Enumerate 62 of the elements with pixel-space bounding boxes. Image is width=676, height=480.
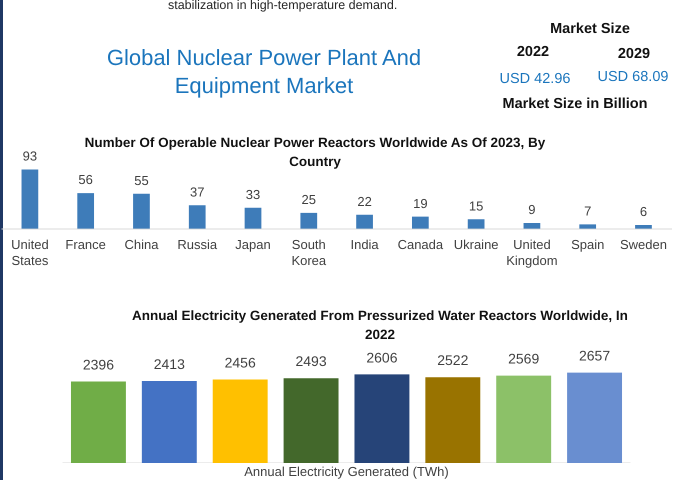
data-label: 19: [413, 196, 428, 211]
data-label: 93: [22, 148, 38, 164]
bar: [496, 376, 552, 463]
data-label: 2493: [295, 353, 327, 370]
text: Market Size in Billion: [502, 96, 648, 114]
x-tick-label: China: [124, 237, 160, 252]
bar: [356, 214, 373, 229]
x-tick-label: South Korea: [291, 237, 327, 268]
data-label: 6: [640, 204, 648, 220]
data-label: 7: [584, 203, 592, 218]
data-label: 2606: [366, 349, 398, 366]
data-label: 2569: [508, 350, 540, 367]
x-tick-label: United States: [11, 237, 49, 268]
bar: [142, 380, 197, 463]
x-tick-label: France: [65, 237, 106, 252]
data-label: 33: [246, 186, 260, 202]
chart-title: Number Of Operable Nuclear Power Reactors Worldwide As Of 2023, By Country: [84, 134, 546, 171]
text: stabilization in high-temperature demand.: [168, 0, 398, 14]
data-label: 15: [468, 198, 484, 214]
data-label: 2413: [154, 356, 186, 372]
data-label: 25: [302, 192, 316, 207]
data-label: 9: [528, 202, 536, 218]
x-tick-label: India: [350, 237, 380, 252]
data-label: 22: [357, 194, 372, 209]
x-tick-label: Ukraine: [454, 237, 499, 252]
bar: [412, 216, 429, 229]
bar: [244, 208, 262, 229]
text: 2022: [516, 44, 550, 62]
x-tick-label: Sweden: [620, 237, 667, 252]
bar: [133, 194, 150, 229]
text: Market Size: [550, 21, 630, 38]
data-label: 55: [134, 172, 149, 188]
x-tick-label: United Kingdom: [506, 237, 558, 268]
bar: [212, 379, 268, 463]
bar: [22, 169, 38, 229]
data-label: 2657: [578, 348, 610, 364]
x-tick-label: Russia: [177, 237, 218, 252]
x-tick-label: Canada: [398, 237, 444, 252]
data-label: 37: [190, 184, 204, 200]
bar: [188, 205, 206, 229]
bar: [284, 378, 339, 463]
x-tick-label: Spain: [571, 237, 604, 252]
data-label: 2522: [437, 352, 469, 368]
x-axis-title: Annual Electricity Generated (TWh): [244, 464, 449, 479]
bar: [70, 382, 126, 463]
x-tick-label: Japan: [235, 237, 271, 252]
text: Global Nuclear Power Plant And Equipment Market: [106, 44, 422, 100]
data-label: 56: [78, 172, 93, 188]
data-label: 2396: [82, 356, 114, 372]
bar: [77, 193, 94, 229]
bar: [468, 219, 484, 229]
bar: [300, 212, 318, 229]
chart-title: Annual Electricity Generated From Pressurized Water Reactors Worldwide, In 2022: [131, 307, 629, 344]
bar: [524, 223, 540, 229]
text: 2029: [618, 46, 650, 64]
bar: [425, 377, 480, 463]
text: USD 68.09: [598, 69, 668, 86]
bar: [635, 224, 652, 229]
data-label: 2456: [224, 354, 256, 370]
bar: [567, 372, 622, 463]
text: USD 42.96: [500, 71, 570, 88]
bar: [354, 374, 410, 463]
